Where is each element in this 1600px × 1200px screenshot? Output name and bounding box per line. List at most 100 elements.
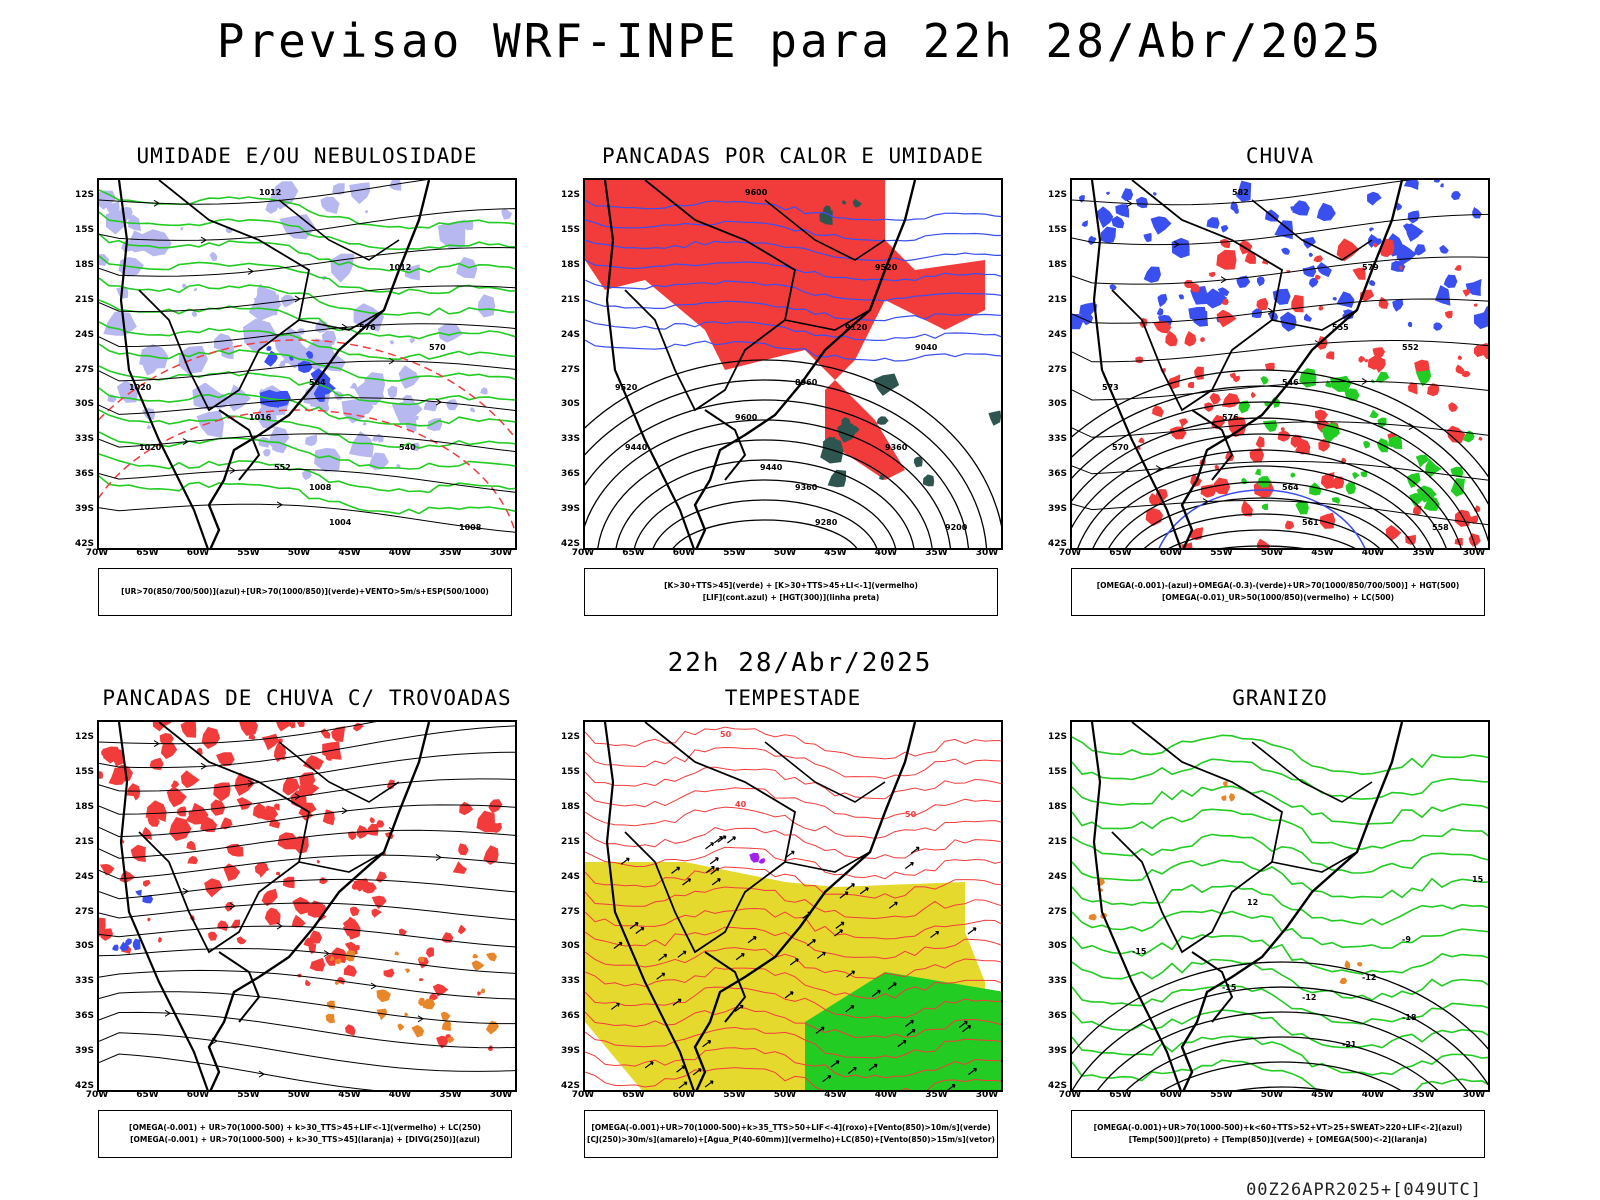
omega-blue-area [1332,297,1337,301]
contour-label: 9520 [875,263,898,272]
humidity-mid-level-area [470,407,475,413]
omega-blue-area [1303,313,1312,322]
thunderstorm-area [289,722,296,729]
contour-label: 9200 [945,523,968,532]
longitude-label: 30W [489,1090,513,1100]
thunderstorm-area [169,817,192,841]
wind-vector [888,901,898,909]
thunderstorm-area [371,908,382,918]
wind-vector [658,953,668,961]
state-border [764,199,886,331]
omega-green-area [1415,369,1432,387]
contour-label: -15 [1222,983,1237,992]
omega-red-area [1319,512,1336,529]
humidity-mid-level-area [480,387,488,395]
legend-line: [OMEGA(-0.001)+UR>70(1000-500)+k>35_TTS>… [591,1123,991,1132]
omega-green-area [1406,472,1421,489]
omega-blue-area [1403,180,1419,190]
contour-label: 9360 [885,443,908,452]
longitude-label: 55W [1210,1090,1233,1100]
uruguay-border [218,409,261,481]
thunderstorm-area [239,722,258,736]
omega-red-area [1190,283,1200,293]
humidity-mid-level-area [320,196,340,214]
omega-blue-area [1395,202,1403,211]
wind-streamline [1072,499,1488,526]
convection-area-orange [404,968,411,974]
longitude-label: 65W [1109,1090,1132,1100]
wind-streamline [99,397,515,415]
thunderstorm-area [487,1045,493,1052]
omega-green-area [1344,388,1360,401]
wind-streamline [99,208,515,241]
temperature-500-contour [1235,1086,1329,1090]
panel-title: GRANIZO [1232,686,1328,710]
contour-label: 50 [905,810,917,819]
west-coastline [603,180,695,548]
latitude-label: 39S [74,1046,94,1057]
contour-label: -12 [1302,993,1316,1002]
contour-label: 9440 [760,463,783,472]
divergence-area [119,941,129,952]
latitude-label: 42S [560,539,580,549]
omega-blue-area [1096,206,1114,229]
omega-green-area [1363,440,1371,449]
longitude-label: 65W [1109,548,1132,558]
contour-label: 552 [274,463,291,472]
contour-label: 555 [1332,323,1349,332]
thunderstorm-area [141,826,152,840]
height-300-contour [615,459,915,548]
temperature-850-contour [1072,883,1488,926]
state-border [278,741,400,873]
panel-legend: [OMEGA(-0.001) + UR>70(1000-500) + k>30_… [98,1110,512,1158]
thunderstorm-area [210,799,226,816]
omega-blue-area [1079,302,1095,317]
thunderstorm-area [342,917,361,940]
omega-green-area [1262,420,1278,432]
humidity-mid-level-area [501,208,513,220]
omega-red-area [1314,409,1328,422]
panel-title: TEMPESTADE [724,686,862,710]
omega-blue-area [1143,232,1152,243]
wind-arrow [247,779,254,787]
thunderstorm-area [276,722,292,732]
humidity-mid-level-area [446,399,459,411]
omega-red-area [1320,472,1335,489]
contour-label: 579 [1362,263,1379,272]
omega-green-area [1425,458,1442,478]
lifted-index-contour [585,239,1001,262]
wind-vector [711,878,721,886]
longitude-label: 65W [136,548,159,558]
longitude-label: 70W [85,548,109,558]
omega-blue-area [1280,311,1297,332]
precipitable-water-contour [585,866,1001,899]
omega-red-area [1290,434,1302,448]
longitude-label: 60W [186,548,210,558]
thunderstorm-area [299,772,316,792]
longitude-label: 30W [489,548,513,558]
contour-label: -9 [1402,935,1411,944]
wind-arrow [182,438,189,446]
omega-blue-area [1193,309,1208,327]
thunderstorm-area [187,856,198,865]
omega-green-area [1450,466,1464,478]
forecast-map: 1012 1012 1016 1020 1020 1008 1004 1008 576 570 56… [97,178,517,550]
convection-area-orange [335,958,342,965]
latitude-label: 18S [74,801,94,812]
contour-label: 564 [309,378,326,387]
wind-arrow [435,853,442,861]
thunderstorm-area [347,831,357,841]
thunderstorm-area [166,786,187,808]
forecast-map: 582 579 576 573 570 564 561 558 555 552 546 [1070,178,1490,550]
thunderstorm-area [290,790,307,810]
humidity-mid-level-area [281,294,298,308]
omega-red-area [1241,500,1253,517]
thunderstorm-area [180,770,200,789]
humidity-mid-level-area [105,209,127,235]
longitude-label: 50W [1260,548,1284,558]
panel-title: PANCADAS POR CALOR E UMIDADE [601,144,984,168]
omega-red-area [1250,391,1256,399]
height-500-contour [1077,449,1447,548]
humidity-high-area [305,350,314,359]
country-border [624,180,797,412]
